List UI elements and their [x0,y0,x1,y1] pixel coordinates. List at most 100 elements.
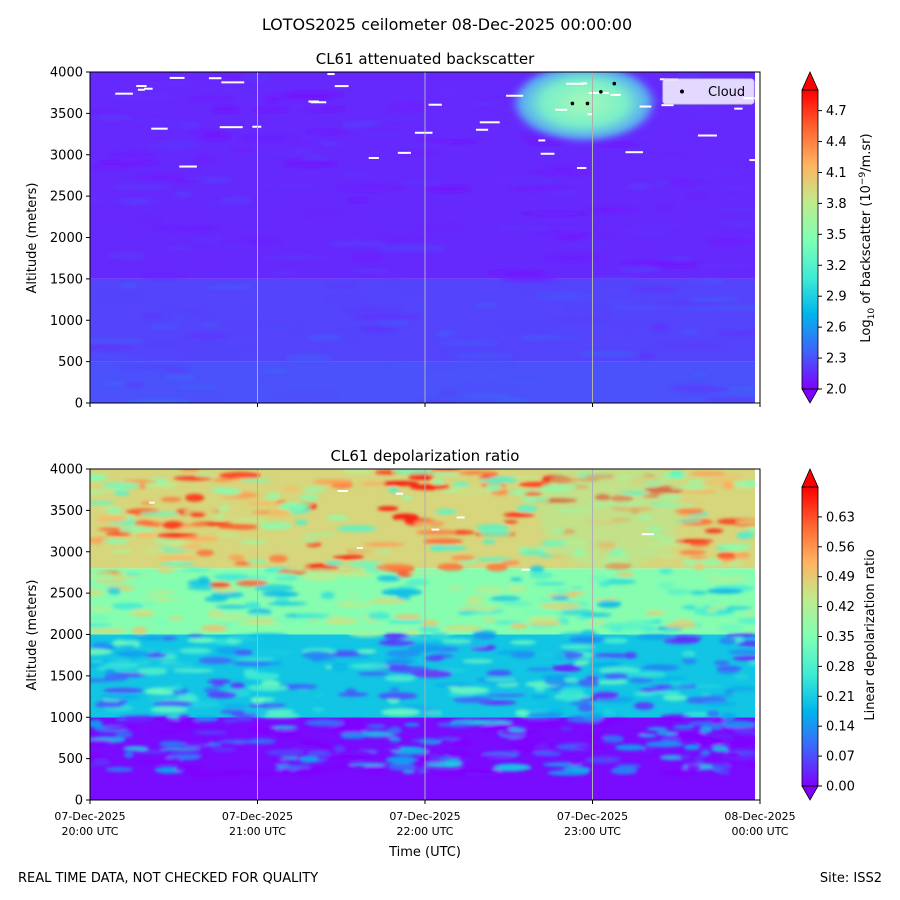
heatmap-cell [720,720,755,729]
heatmap-cell [452,481,470,487]
heatmap-cell [107,587,121,595]
heatmap-cell [438,736,461,741]
heatmap-cell [710,762,732,771]
heatmap-cell [174,765,204,773]
heatmap-cell [105,766,134,772]
heatmap-cell [101,539,130,544]
heatmap-cell [326,297,367,302]
heatmap-cell [166,720,199,729]
heatmap-cell [363,542,405,547]
heatmap-cell [660,736,681,742]
heatmap-cell [247,738,276,745]
heatmap-cell [621,663,646,668]
heatmap-cell [501,601,532,606]
heatmap-cell [351,314,422,320]
heatmap-cell [596,600,622,608]
heatmap-cell [633,702,655,710]
heatmap-cell [187,637,218,643]
heatmap-cell [157,556,197,561]
heatmap-cell [745,482,755,487]
heatmap-cell [111,602,145,610]
heatmap-cell [577,678,600,687]
heatmap-cell [287,104,325,111]
y-tick-label: 0 [75,794,83,809]
heatmap-cell [408,473,434,481]
colorbar-tick-label: 0.63 [826,510,855,525]
heatmap-cell [105,661,139,669]
heatmap-cell [336,749,375,758]
heatmap-cell [542,702,565,709]
heatmap-cell [237,657,276,662]
heatmap-cell [165,310,209,314]
heatmap-cell [700,749,711,756]
colorbar-tick-label: 0.28 [826,660,855,675]
heatmap-cell [102,687,144,694]
missing-data-speckle [368,156,379,159]
colorbar-tick-label: 3.8 [826,197,847,212]
heatmap-cell [735,519,755,525]
heatmap-cell [432,478,444,485]
heatmap-cell [187,634,204,638]
heatmap-cell [177,714,190,720]
heatmap-cell [496,225,551,231]
depolarization-colorbar: 0.00 0.07 0.14 0.21 0.28 0.35 0.42 0.49 0.56 0.63 [801,468,855,801]
heatmap-cell [441,638,472,644]
heatmap-cell [170,317,188,322]
x-tick-label: 07-Dec-2025 [557,810,628,823]
heatmap-cell [143,600,155,607]
heatmap-cell [356,649,377,654]
colorbar-max-extend [801,71,819,91]
heatmap-cell [418,738,440,744]
heatmap-cell [90,501,115,505]
heatmap-region [539,469,680,571]
heatmap-cell [420,400,458,403]
heatmap-cell [551,595,570,600]
heatmap-cell [364,217,418,222]
heatmap-cell [140,314,163,319]
heatmap-cell [320,591,335,600]
heatmap-cell [720,712,736,721]
missing-data-speckle [337,490,348,493]
heatmap-cell [401,495,413,501]
heatmap-cell [451,555,476,561]
heatmap-cell [351,600,369,606]
heatmap-cell [218,739,259,744]
heatmap-cell [589,575,609,584]
heatmap-cell [746,528,755,533]
heatmap-cell [702,571,721,578]
heatmap-cell [522,608,565,615]
depolarization-panel: CL61 depolarization ratio 0 500 1000 1500 20… [25,447,878,860]
heatmap-cell [307,751,333,756]
heatmap-cell [574,636,607,641]
x-tick-label: 21:00 UTC [229,825,286,838]
heatmap-cell [367,117,421,122]
heatmap-cell [348,762,388,767]
figure-title: LOTOS2025 ceilometer 08-Dec-2025 00:00:0… [262,15,632,34]
heatmap-cell [204,687,220,693]
heatmap-cell [166,539,186,547]
heatmap-cell [253,649,295,657]
heatmap-cell [457,642,488,648]
missing-data-speckle [395,492,404,495]
heatmap-cell [160,649,179,655]
heatmap-cell [218,238,283,245]
heatmap-cell [584,756,619,764]
heatmap-cell [547,770,590,776]
heatmap-cell [212,613,248,621]
heatmap-cell [377,692,418,700]
heatmap-cell [618,266,662,272]
heatmap-cell [119,282,138,289]
heatmap-cell [161,757,182,763]
x-tick-label: 07-Dec-2025 [54,810,125,823]
heatmap-cell [372,236,428,243]
heatmap-cell [479,530,511,537]
heatmap-cell [663,637,700,645]
heatmap-cell [539,602,582,611]
missing-data-speckle [151,127,168,130]
heatmap-cell [430,469,461,472]
heatmap-cell [90,164,129,170]
heatmap-cell [377,506,399,511]
heatmap-cell [90,628,127,634]
heatmap-cell [660,714,685,721]
missing-data-speckle [179,165,197,168]
